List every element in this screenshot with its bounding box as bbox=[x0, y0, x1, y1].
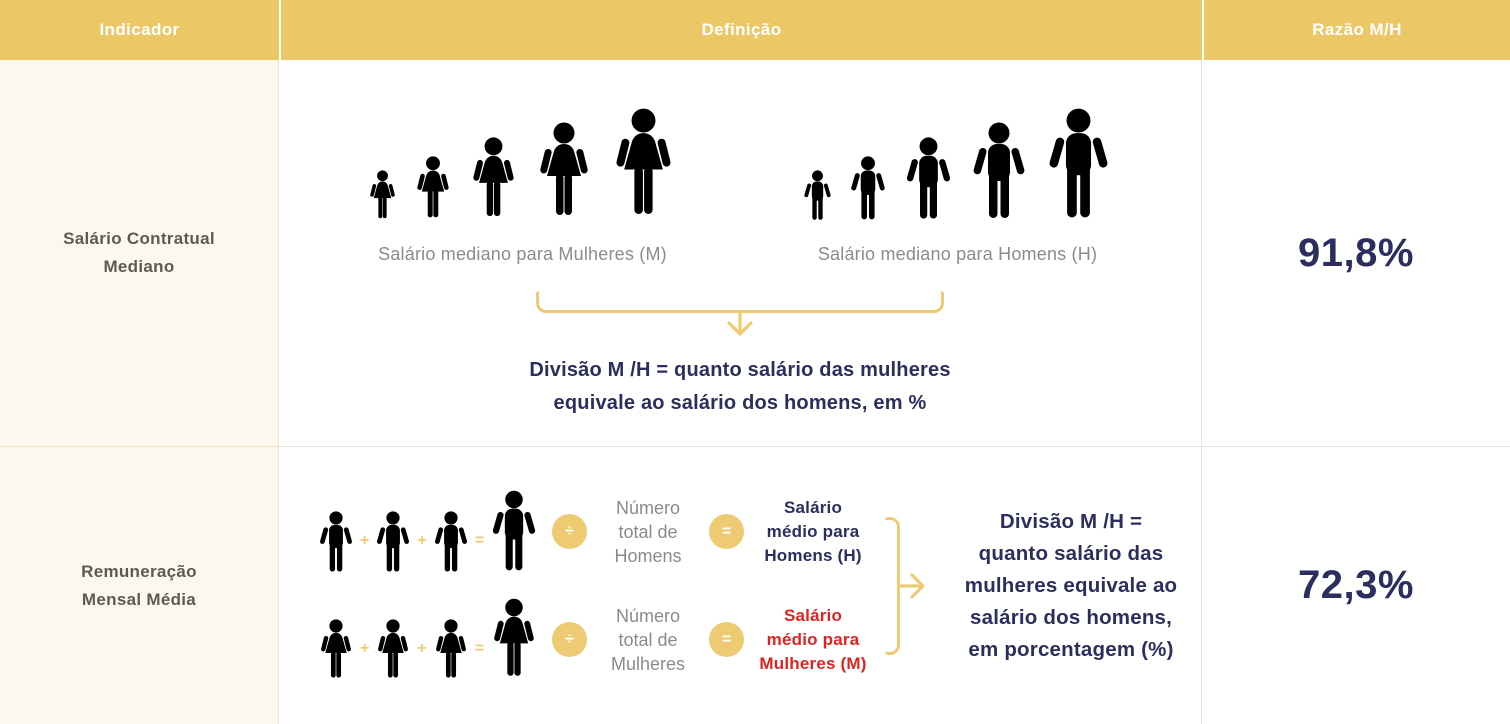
men-median-group: Salário mediano para Homens (H) bbox=[802, 108, 1113, 265]
person-male-icon bbox=[374, 511, 412, 574]
women-salary-line1: Salário bbox=[783, 605, 843, 625]
header-ratio: Razão M/H bbox=[1202, 0, 1510, 60]
arrow-right-icon bbox=[899, 572, 925, 599]
person-male-icon bbox=[802, 170, 833, 222]
row1-division-text: Divisão M /H = quanto salário das mulher… bbox=[529, 354, 950, 420]
bracket-arrow bbox=[885, 516, 931, 655]
row1-ratio-cell: 91,8% bbox=[1202, 60, 1510, 447]
person-female-highlight-icon bbox=[489, 598, 539, 682]
women-median-group: Salário mediano para Mulheres (M) bbox=[367, 108, 678, 265]
women-total-line3: Mulheres bbox=[611, 653, 686, 674]
plus-sign: + bbox=[417, 639, 427, 657]
person-female-icon bbox=[374, 619, 412, 682]
header-indicator: Indicador bbox=[0, 0, 279, 60]
men-total-line1: Número bbox=[616, 497, 681, 518]
men-total-line3: Homens bbox=[614, 545, 682, 566]
row1-indicator-line1: Salário Contratual bbox=[63, 229, 215, 248]
person-male-icon bbox=[848, 156, 888, 222]
row2-division-line4: salário dos homens, bbox=[970, 605, 1173, 629]
divide-badge: ÷ bbox=[552, 622, 588, 657]
average-salary-equations: + + = ÷ Número total de Homens = bbox=[317, 490, 869, 682]
divide-badge: ÷ bbox=[552, 514, 588, 549]
men-salary-line3: Homens (H) bbox=[764, 545, 862, 565]
women-median-label: Salário mediano para Mulheres (M) bbox=[378, 244, 667, 264]
women-total-line2: total de bbox=[618, 629, 678, 650]
men-salary-line2: médio para bbox=[766, 521, 860, 541]
equals-sign: = bbox=[474, 639, 485, 657]
women-icons bbox=[367, 108, 678, 222]
person-male-highlight-icon bbox=[489, 490, 539, 574]
women-total-line1: Número bbox=[616, 605, 681, 626]
bracket-icon bbox=[536, 291, 944, 313]
plus-sign: + bbox=[360, 639, 370, 657]
row2-indicator-line2: Mensal Média bbox=[81, 589, 197, 609]
men-total-label: Número total de Homens bbox=[600, 496, 696, 568]
women-average-equation: + + = ÷ Número total de Mulheres = bbox=[317, 598, 869, 682]
person-female-icon bbox=[413, 156, 453, 222]
row2-definition-cell: + + = ÷ Número total de Homens = bbox=[279, 447, 1202, 724]
equals-sign: = bbox=[474, 531, 485, 549]
person-female-highlight-icon bbox=[468, 137, 519, 222]
women-salary-line3: Mulheres (M) bbox=[759, 653, 867, 673]
men-average-salary-label: Salário médio para Homens (H) bbox=[757, 496, 869, 568]
row1-indicator-name: Salário Contratual Mediano bbox=[63, 225, 215, 281]
person-female-icon bbox=[534, 122, 594, 222]
men-icons bbox=[802, 108, 1113, 222]
row2-division-text: Divisão M /H = quanto salário das mulher… bbox=[947, 506, 1195, 666]
header-definition: Definição bbox=[279, 0, 1202, 60]
row2-indicator-cell: Remuneração Mensal Média bbox=[0, 447, 279, 724]
men-salary-line1: Salário bbox=[783, 497, 843, 517]
men-median-label: Salário mediano para Homens (H) bbox=[817, 244, 1098, 264]
equals-badge: = bbox=[709, 514, 745, 549]
row2-indicator-name: Remuneração Mensal Média bbox=[81, 558, 197, 614]
row1-indicator-cell: Salário Contratual Mediano bbox=[0, 60, 279, 447]
person-male-highlight-icon bbox=[903, 137, 954, 222]
person-male-icon bbox=[432, 511, 470, 574]
women-average-salary-label: Salário médio para Mulheres (M) bbox=[757, 604, 869, 676]
person-female-icon bbox=[432, 619, 470, 682]
row1-definition-cell: Salário mediano para Mulheres (M) Salári… bbox=[279, 60, 1202, 447]
person-female-icon bbox=[317, 619, 355, 682]
row1-indicator-line2: Mediano bbox=[103, 257, 175, 276]
plus-sign: + bbox=[417, 531, 427, 549]
row2-indicator-line1: Remuneração bbox=[81, 561, 197, 581]
women-salary-line2: médio para bbox=[766, 629, 860, 649]
row1-division-line1: Divisão M /H = quanto salário das mulher… bbox=[529, 359, 951, 381]
header-definition-label: Definição bbox=[701, 20, 782, 39]
person-male-icon bbox=[1044, 108, 1113, 222]
plus-sign: + bbox=[360, 531, 370, 549]
equals-badge: = bbox=[709, 622, 745, 657]
row1-division-line2: equivale ao salário dos homens, em % bbox=[553, 392, 927, 414]
row2-division-line3: mulheres equivale ao bbox=[964, 573, 1178, 597]
median-salary-groups: Salário mediano para Mulheres (M) Salári… bbox=[367, 108, 1113, 265]
row1-ratio-value: 91,8% bbox=[1298, 230, 1414, 275]
person-female-icon bbox=[609, 108, 678, 222]
person-female-icon bbox=[367, 170, 398, 222]
person-male-icon bbox=[969, 122, 1029, 222]
row2-ratio-cell: 72,3% bbox=[1202, 447, 1510, 724]
women-total-label: Número total de Mulheres bbox=[600, 604, 696, 676]
women-sum-icons: + + = bbox=[317, 598, 539, 682]
row2-ratio-value: 72,3% bbox=[1298, 563, 1414, 607]
row2-division-line5: em porcentagem (%) bbox=[968, 637, 1174, 661]
arrow-down-icon bbox=[727, 312, 753, 336]
person-male-icon bbox=[317, 511, 355, 574]
header-ratio-label: Razão M/H bbox=[1312, 20, 1402, 39]
men-sum-icons: + + = bbox=[317, 490, 539, 574]
header-indicator-label: Indicador bbox=[99, 20, 180, 39]
row2-division-line1: Divisão M /H = bbox=[999, 509, 1143, 533]
bracket-icon bbox=[885, 516, 901, 655]
men-total-line2: total de bbox=[618, 521, 678, 542]
men-average-equation: + + = ÷ Número total de Homens = bbox=[317, 490, 869, 574]
row2-division-line2: quanto salário das bbox=[978, 541, 1164, 565]
